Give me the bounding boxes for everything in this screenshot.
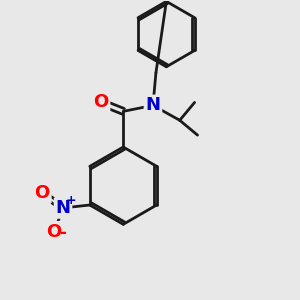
Text: N: N <box>146 96 160 114</box>
Text: -: - <box>59 224 66 242</box>
Text: N: N <box>56 199 70 217</box>
Text: +: + <box>65 194 76 207</box>
Text: O: O <box>46 223 62 241</box>
Text: O: O <box>93 93 109 111</box>
Text: O: O <box>34 184 50 202</box>
